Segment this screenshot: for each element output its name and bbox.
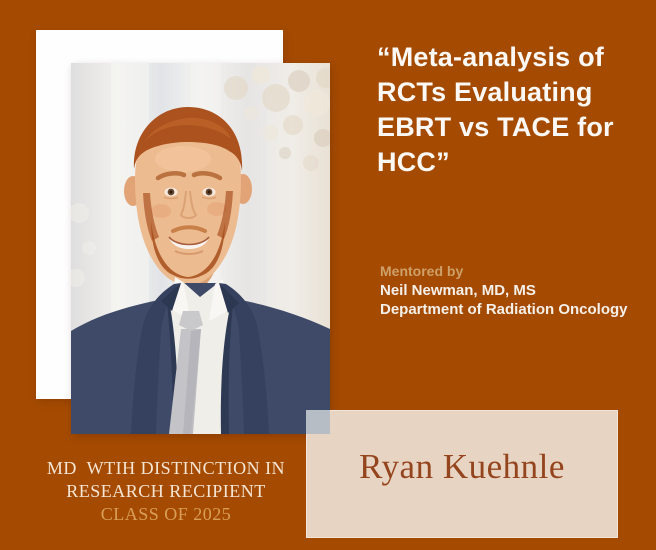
distinction-line-1: MD WTIH DISTINCTION IN <box>46 458 286 478</box>
mentor-name: Neil Newman, MD, MS <box>380 282 536 299</box>
research-title-line: HCC” <box>377 147 450 177</box>
research-title-line: EBRT vs TACE for <box>377 112 614 142</box>
research-title-line: “Meta-analysis of <box>377 42 604 72</box>
man-figure <box>124 107 252 290</box>
class-year: CLASS OF 2025 <box>100 504 232 524</box>
recipient-name: Ryan Kuehnle <box>359 447 565 486</box>
portrait-photo <box>71 63 330 434</box>
distinction-line-2: RESEARCH RECIPIENT <box>66 481 266 501</box>
research-title: “Meta-analysis of RCTs Evaluating EBRT v… <box>377 40 614 180</box>
distinction-text: MD WTIH DISTINCTION IN RESEARCH RECIPIEN… <box>16 457 316 526</box>
photo-plate-overlap <box>306 410 330 434</box>
portrait-illustration <box>71 63 330 434</box>
suit <box>71 277 330 434</box>
bokeh-lights <box>71 66 330 287</box>
mentor-department: Department of Radiation Oncology <box>380 301 628 318</box>
mentor-label: Mentored by <box>380 263 464 279</box>
name-plate: Ryan Kuehnle <box>306 410 618 538</box>
research-title-line: RCTs Evaluating <box>377 77 593 107</box>
mentor-info: Mentored by Neil Newman, MD, MS Departme… <box>380 262 628 319</box>
